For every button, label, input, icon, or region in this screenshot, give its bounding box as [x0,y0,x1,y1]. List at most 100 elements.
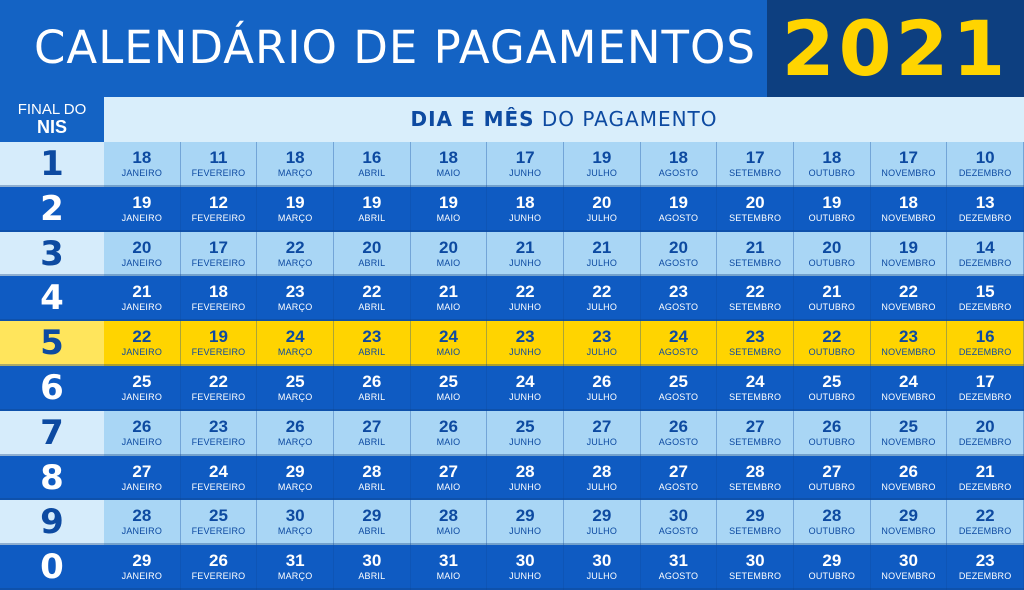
subheader-rest: DO PAGAMENTO [534,107,718,131]
day-number: 18 [669,148,688,167]
date-cell: 18 AGOSTO [641,142,718,187]
date-cell: 19 NOVEMBRO [871,231,948,277]
date-cell: 20 JULHO [564,186,641,232]
date-cell: 30 ABRIL [334,545,411,590]
day-number: 19 [362,192,382,212]
date-cell: 18 MARÇO [257,142,334,187]
day-number: 23 [209,416,228,436]
date-cell: 25 AGOSTO [641,366,718,411]
year-label: 2021 [781,4,1010,93]
header-bar: CALENDÁRIO DE PAGAMENTOS 2021 [0,0,1024,97]
month-name: MARÇO [277,302,313,313]
date-cell: 20 SETEMBRO [717,186,794,232]
date-cell: 18 NOVEMBRO [871,186,948,232]
date-cell: 24 MARÇO [257,321,334,366]
date-cell: 28 MAIO [411,500,488,546]
month-name: SETEMBRO [729,302,782,313]
date-cell: 20 ABRIL [334,231,411,277]
date-cell: 28 ABRIL [334,455,411,501]
day-number: 19 [285,192,305,212]
day-number: 19 [132,192,152,212]
date-cell: 18 MAIO [411,142,488,187]
day-number: 24 [515,372,535,391]
day-number: 26 [669,416,688,436]
month-name: OUTUBRO [808,526,856,537]
day-number: 21 [745,237,765,257]
day-number: 22 [515,282,535,302]
table-row: 2 19 JANEIRO 12 FEVEREIRO 19 MARÇO 19 ABRIL 19 MAI… [0,186,1024,232]
month-name: AGOSTO [658,436,699,447]
date-cell: 22 JULHO [564,276,641,322]
day-number: 28 [592,461,612,481]
date-cell: 26 AGOSTO [641,410,718,456]
month-name: AGOSTO [658,571,699,582]
date-cell: 24 JUNHO [487,366,564,411]
nis-digit: 8 [0,455,104,501]
month-name: OUTUBRO [808,571,856,582]
month-name: FEVEREIRO [191,436,246,447]
row-divider [0,453,1024,456]
table-row: 5 22 JANEIRO 19 FEVEREIRO 24 MARÇO 23 ABRIL 24 MAI… [0,321,1024,366]
month-name: MAIO [436,436,461,447]
month-name: JUNHO [509,212,542,223]
table-row: 8 27 JANEIRO 24 FEVEREIRO 29 MARÇO 28 ABRIL 27 MAI… [0,455,1024,501]
date-cell: 26 ABRIL [334,366,411,411]
month-name: MARÇO [277,168,313,178]
payment-column-header: DIA E MÊS DO PAGAMENTO [104,97,1024,142]
month-name: SETEMBRO [729,481,782,492]
month-name: MARÇO [277,257,313,268]
month-name: MAIO [436,571,461,582]
month-name: JANEIRO [121,571,163,582]
month-name: DEZEMBRO [958,212,1012,223]
date-cell: 16 DEZEMBRO [947,321,1024,366]
month-name: ABRIL [358,302,386,313]
date-cell: 19 MARÇO [257,186,334,232]
date-cell: 25 MARÇO [257,366,334,411]
month-name: OUTUBRO [808,436,856,447]
date-cell: 19 JANEIRO [104,186,181,232]
month-name: DEZEMBRO [958,526,1012,537]
month-name: OUTUBRO [808,392,856,402]
day-number: 25 [899,416,918,436]
day-number: 25 [209,506,228,526]
day-number: 17 [209,237,228,257]
month-name: MAIO [436,347,461,358]
day-number: 24 [209,461,228,481]
month-name: DEZEMBRO [958,302,1012,313]
day-number: 22 [899,282,918,302]
date-cell: 30 JULHO [564,545,641,590]
month-name: JUNHO [509,571,542,582]
month-name: AGOSTO [658,257,699,268]
month-name: AGOSTO [658,347,699,358]
month-name: OUTUBRO [808,302,856,313]
date-cell: 21 SETEMBRO [717,231,794,277]
date-cell: 25 JANEIRO [104,366,181,411]
date-cell: 29 JULHO [564,500,641,546]
month-name: MAIO [436,481,461,492]
month-name: JANEIRO [121,481,163,492]
day-number: 31 [669,551,688,571]
month-name: SETEMBRO [729,212,782,223]
row-divider [0,229,1024,232]
month-name: NOVEMBRO [881,571,936,582]
date-cell: 29 JUNHO [487,500,564,546]
day-number: 12 [209,192,228,212]
day-number: 25 [822,372,842,391]
month-name: MARÇO [277,347,313,358]
day-number: 29 [362,506,382,526]
date-cell: 22 MARÇO [257,231,334,277]
row-divider [0,587,1024,590]
month-name: FEVEREIRO [191,302,246,313]
nis-digit: 7 [0,410,104,456]
day-number: 21 [132,282,152,302]
date-cell: 19 ABRIL [334,186,411,232]
month-name: MAIO [436,257,461,268]
month-name: FEVEREIRO [191,257,246,268]
month-name: DEZEMBRO [958,436,1012,447]
row-divider [0,274,1024,277]
month-name: JUNHO [509,257,542,268]
day-number: 15 [975,282,995,302]
month-name: JULHO [586,436,618,447]
date-cell: 18 FEVEREIRO [181,276,258,322]
month-name: JUNHO [509,526,542,537]
